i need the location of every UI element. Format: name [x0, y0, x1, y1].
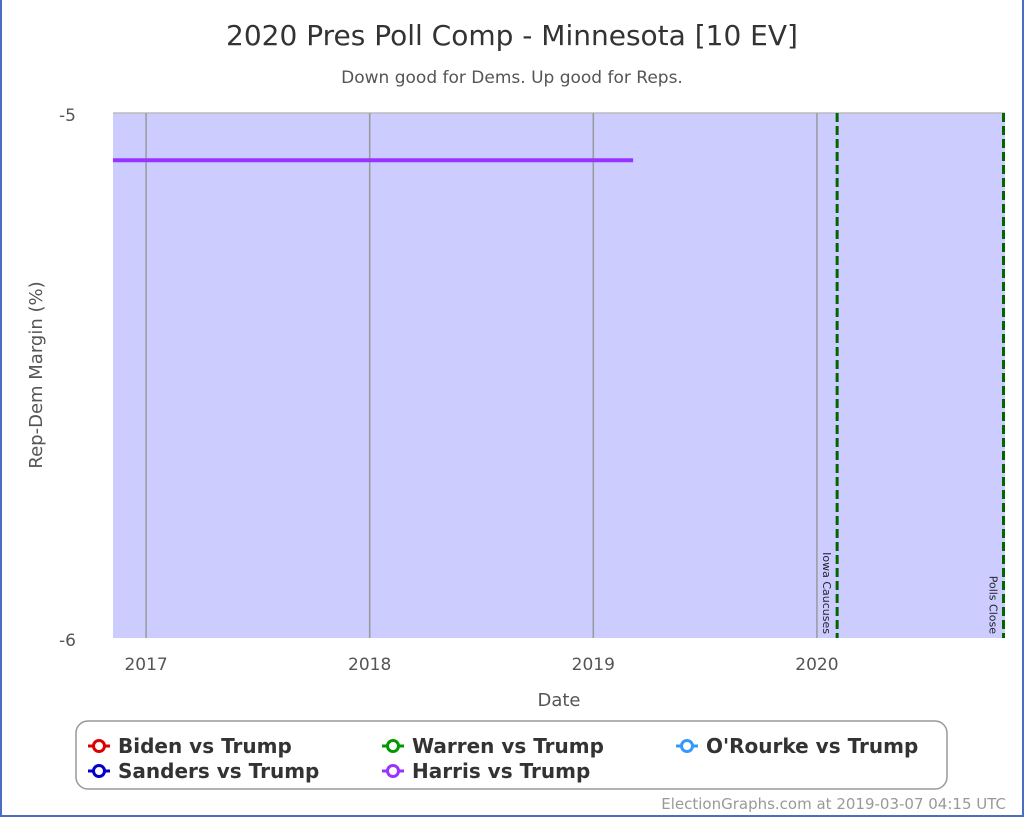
legend-box [75, 720, 948, 790]
x-tick-label: 2020 [795, 655, 838, 675]
legend-item: Biden vs Trump [118, 734, 292, 758]
legend-marker-icon [386, 739, 400, 753]
plot-area [113, 113, 1005, 638]
y-axis-label: Rep-Dem Margin (%) [26, 281, 47, 468]
legend-item: Warren vs Trump [412, 734, 604, 758]
annotation-label: Iowa Caucuses [820, 552, 833, 634]
legend-item: Sanders vs Trump [118, 759, 319, 783]
credit-text: ElectionGraphs.com at 2019-03-07 04:15 U… [661, 795, 1006, 813]
x-tick-label: 2017 [124, 655, 167, 675]
legend-item: O'Rourke vs Trump [706, 734, 918, 758]
legend-marker-icon [386, 764, 400, 778]
legend-item: Harris vs Trump [412, 759, 590, 783]
y-tick-label: -6 [59, 631, 76, 651]
legend-marker-icon [92, 764, 106, 778]
y-tick-label: -5 [59, 106, 76, 126]
annotation-label: Polls Close [987, 576, 1000, 635]
legend-marker-icon [92, 739, 106, 753]
chart-title: 2020 Pres Poll Comp - Minnesota [10 EV] [226, 19, 798, 52]
chart-subtitle: Down good for Dems. Up good for Reps. [341, 68, 683, 88]
x-axis-label: Date [537, 690, 580, 711]
x-tick-label: 2019 [572, 655, 615, 675]
legend-marker-icon [680, 739, 694, 753]
x-tick-label: 2018 [348, 655, 391, 675]
